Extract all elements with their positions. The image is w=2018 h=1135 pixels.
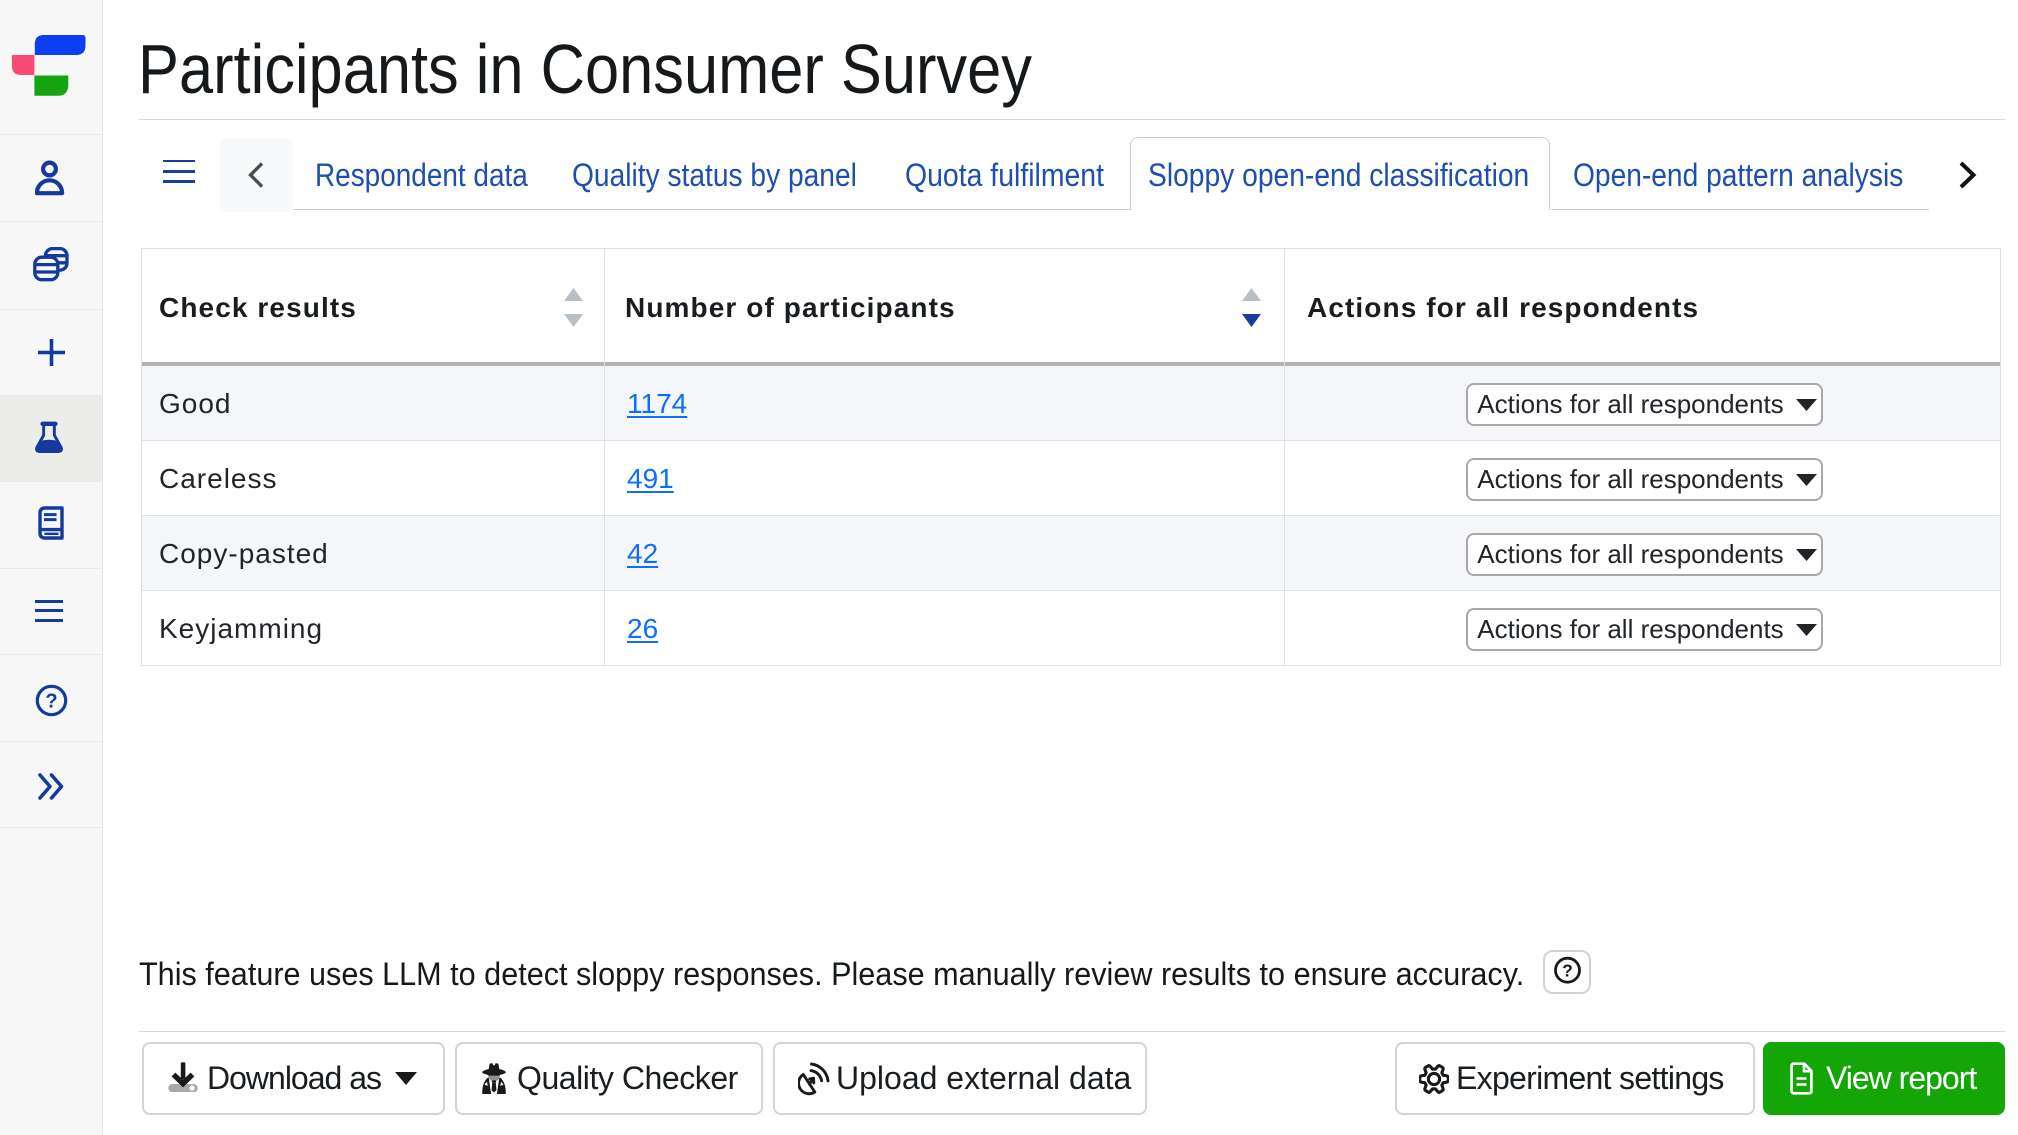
svg-text:?: ? [45,691,57,713]
svg-text:?: ? [1562,961,1573,981]
